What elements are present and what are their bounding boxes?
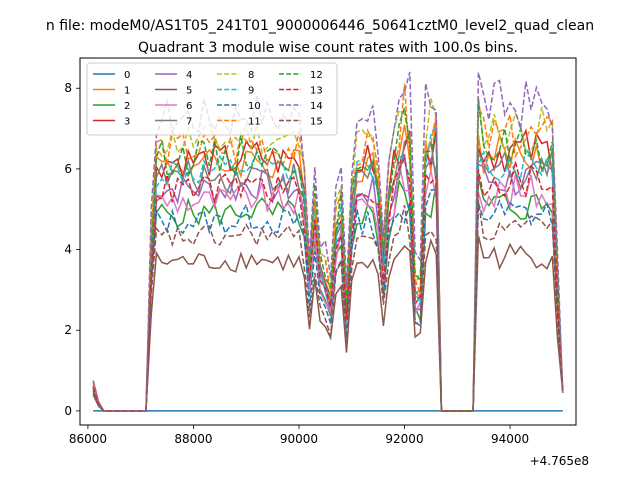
legend-label-4: 4 <box>186 70 192 81</box>
x-tick-label: 86000 <box>69 432 107 446</box>
x-offset-label: +4.765e8 <box>530 454 589 468</box>
legend-label-13: 13 <box>310 86 323 97</box>
legend-label-11: 11 <box>248 117 261 128</box>
legend-label-9: 9 <box>248 86 254 97</box>
series-line-5 <box>92 235 564 412</box>
series-line-9 <box>92 123 564 412</box>
x-tick-label: 88000 <box>174 432 212 446</box>
y-axis: 0 2 4 6 8 <box>64 81 80 418</box>
plot-lines <box>92 71 564 412</box>
series-line-12 <box>92 100 564 412</box>
legend-label-1: 1 <box>124 86 130 97</box>
y-tick-label: 2 <box>64 323 72 337</box>
y-tick-label: 4 <box>64 243 72 257</box>
legend-label-2: 2 <box>124 101 130 112</box>
axes-frame <box>79 57 577 426</box>
y-tick-label: 8 <box>64 81 72 95</box>
legend-label-12: 12 <box>310 70 323 81</box>
series-line-6 <box>92 163 564 412</box>
legend-label-10: 10 <box>248 101 261 112</box>
legend-label-3: 3 <box>124 117 130 128</box>
legend-label-6: 6 <box>186 101 192 112</box>
legend-box <box>86 62 338 136</box>
legend-label-7: 7 <box>186 117 192 128</box>
chart-title: Quadrant 3 module wise count rates with … <box>138 40 518 56</box>
y-tick-label: 0 <box>64 404 72 418</box>
chart-suptitle: n file: modeM0/AS1T05_241T01_9000006446_… <box>46 18 594 34</box>
series-line-8 <box>92 95 564 412</box>
series-line-15 <box>92 200 564 412</box>
x-axis: 86000 88000 90000 92000 94000 <box>69 425 529 446</box>
legend-label-5: 5 <box>186 86 192 97</box>
x-tick-label: 92000 <box>385 432 423 446</box>
x-tick-label: 90000 <box>280 432 318 446</box>
series-line-13 <box>92 156 564 412</box>
y-tick-label: 6 <box>64 162 72 176</box>
series-line-7 <box>92 134 564 412</box>
legend-label-0: 0 <box>124 70 130 81</box>
series-line-10 <box>92 188 564 412</box>
legend-label-14: 14 <box>310 101 323 112</box>
legend-label-15: 15 <box>310 117 323 128</box>
x-tick-label: 94000 <box>491 432 529 446</box>
legend-label-8: 8 <box>248 70 254 81</box>
